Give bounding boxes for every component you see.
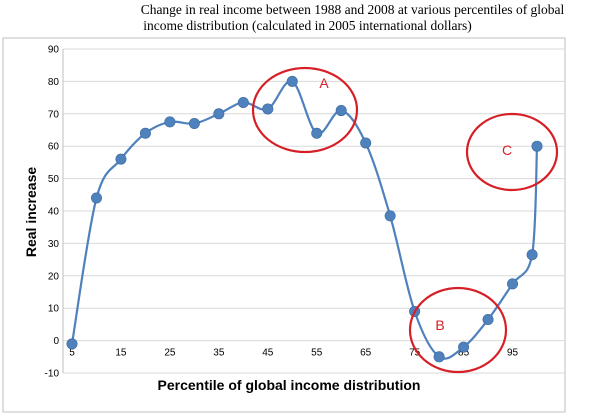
annotations: A B C bbox=[251, 66, 559, 374]
data-point bbox=[458, 341, 470, 353]
y-tick-label: 10 bbox=[48, 304, 60, 315]
annotation-label-c: C bbox=[502, 142, 512, 158]
data-point bbox=[526, 249, 538, 261]
data-point bbox=[188, 118, 200, 130]
data-point bbox=[507, 278, 519, 290]
x-tick-label: 35 bbox=[213, 348, 225, 359]
data-point bbox=[90, 192, 102, 204]
series-line bbox=[70, 80, 539, 360]
x-tick-label: 75 bbox=[409, 348, 421, 359]
chart-title: Change in real income between 1988 and 2… bbox=[0, 2, 615, 34]
y-tick-label: 70 bbox=[48, 109, 60, 120]
data-point bbox=[531, 140, 543, 152]
data-point bbox=[213, 108, 225, 120]
data-point bbox=[482, 314, 494, 326]
y-axis-title: Real increase bbox=[23, 167, 39, 257]
chart-title-line-1: Change in real income between 1988 and 2… bbox=[140, 2, 565, 17]
data-point bbox=[164, 116, 176, 128]
chart-title-line-2: income distribution (calculated in 2005 … bbox=[143, 18, 472, 33]
x-tick-label: 45 bbox=[262, 348, 274, 359]
x-tick-label: 65 bbox=[360, 348, 372, 359]
data-point bbox=[262, 103, 274, 115]
data-point bbox=[139, 127, 151, 139]
data-point bbox=[237, 96, 249, 108]
data-point bbox=[360, 137, 372, 149]
x-tick-label: 5 bbox=[69, 348, 75, 359]
annotation-label-b: B bbox=[435, 317, 444, 333]
y-tick-labels: -10 0 10 20 30 40 50 60 70 80 90 bbox=[45, 45, 60, 380]
y-tick-label: 60 bbox=[48, 142, 60, 153]
x-axis-title: Percentile of global income distribution bbox=[158, 377, 421, 393]
data-point bbox=[311, 127, 323, 139]
y-tick-label: 80 bbox=[48, 77, 60, 88]
data-points bbox=[66, 75, 543, 363]
y-tick-label: 90 bbox=[48, 45, 60, 56]
annotation-ellipse-b bbox=[408, 286, 508, 374]
y-tick-label: 20 bbox=[48, 271, 60, 282]
plot-frame bbox=[2, 37, 566, 413]
data-point bbox=[115, 153, 127, 165]
data-point bbox=[384, 210, 396, 222]
data-point bbox=[286, 75, 298, 87]
x-tick-label: 95 bbox=[507, 348, 519, 359]
y-tick-label: -10 bbox=[45, 369, 60, 380]
y-tick-label: 40 bbox=[48, 207, 60, 218]
annotation-ellipse-a bbox=[251, 66, 359, 154]
annotation-label-a: A bbox=[319, 75, 329, 91]
data-point bbox=[433, 351, 445, 363]
data-point bbox=[335, 105, 347, 117]
y-tick-label: 0 bbox=[53, 336, 59, 347]
x-tick-label: 15 bbox=[115, 348, 127, 359]
x-tick-label: 25 bbox=[164, 348, 176, 359]
x-tick-labels: 5 15 25 35 45 55 65 75 85 95 bbox=[69, 348, 518, 359]
annotation-ellipse-c bbox=[465, 112, 559, 192]
y-tick-label: 50 bbox=[48, 174, 60, 185]
x-tick-label: 85 bbox=[458, 348, 470, 359]
x-tick-label: 55 bbox=[311, 348, 323, 359]
y-tick-label: 30 bbox=[48, 239, 60, 250]
data-point bbox=[66, 338, 78, 350]
